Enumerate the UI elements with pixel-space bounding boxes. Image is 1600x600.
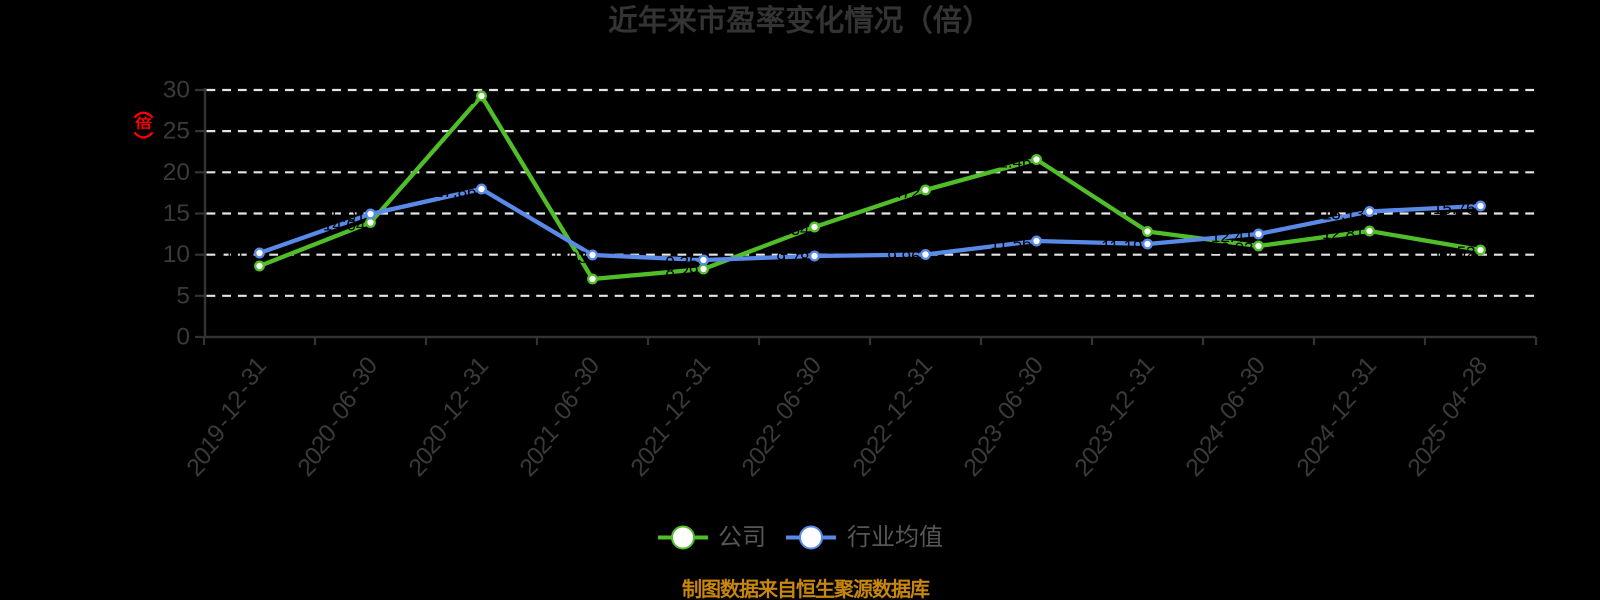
svg-text:10.52: 10.52 [1433,243,1476,262]
svg-text:15.76: 15.76 [1433,199,1476,218]
svg-text:倍: 倍 [135,116,152,132]
svg-text:15.01: 15.01 [323,207,366,226]
svg-text:20: 20 [163,159,190,186]
svg-text:公司: 公司 [718,524,766,551]
svg-text:29.39: 29.39 [434,89,477,108]
svg-text:8.29: 8.29 [665,262,698,281]
svg-text:5: 5 [176,282,190,309]
svg-text:12.71: 12.71 [1100,225,1143,244]
svg-text:制图数据来自恒生聚源数据库: 制图数据来自恒生聚源数据库 [682,577,930,600]
svg-text:7.02: 7.02 [554,272,587,291]
svg-text:21.46: 21.46 [989,153,1032,172]
svg-text:12.81: 12.81 [1322,224,1365,243]
svg-text:15: 15 [163,200,190,227]
svg-text:30: 30 [163,77,190,104]
svg-text:13.34: 13.34 [767,220,810,239]
svg-text:0: 0 [176,324,190,351]
svg-text:近年来市盈率变化情况（倍）: 近年来市盈率变化情况（倍） [608,4,992,38]
svg-text:9.93: 9.93 [554,248,587,267]
svg-text:15.13: 15.13 [1322,205,1365,224]
svg-text:17.72: 17.72 [878,183,921,202]
svg-text:14.04: 14.04 [323,216,366,235]
svg-text:17.86: 17.86 [434,182,477,201]
svg-text:行业均值: 行业均值 [847,524,943,551]
svg-text:8.54: 8.54 [221,259,254,278]
svg-text:10.13: 10.13 [212,246,255,265]
svg-text:12.41: 12.41 [1211,227,1254,246]
svg-text:11.56: 11.56 [990,234,1031,253]
svg-text:10: 10 [163,241,190,268]
svg-text:9.78: 9.78 [776,249,809,268]
svg-text:11.19: 11.19 [1101,237,1142,256]
svg-text:9.96: 9.96 [887,248,920,267]
svg-text:25: 25 [163,118,190,145]
svg-text:10.93: 10.93 [1211,239,1254,258]
svg-text:9.35: 9.35 [665,253,698,272]
